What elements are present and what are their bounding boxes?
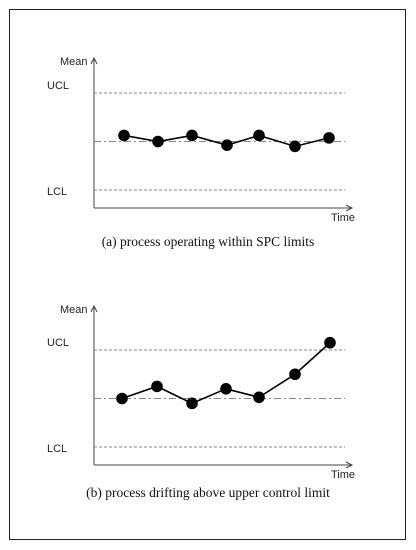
ucl-label: UCL — [47, 337, 69, 349]
figure-frame — [9, 9, 406, 540]
y-axis-label: Mean — [60, 56, 88, 68]
data-point — [324, 336, 336, 349]
x-axis-label: Time — [331, 469, 355, 481]
y-axis-arrowhead — [90, 56, 98, 65]
data-point — [289, 368, 301, 381]
x-axis-arrowhead — [345, 204, 354, 212]
chart-panel-b: Mean UCL LCL Time(b) process drifting above… — [47, 304, 355, 500]
lcl-label: LCL — [47, 186, 67, 198]
chart-panel-a: Mean UCL LCL Time (a) process operating with… — [47, 56, 355, 249]
y-axis-arrowhead — [90, 304, 98, 313]
panel-caption: (a) process operating within SPC limits — [102, 234, 315, 249]
data-point — [323, 132, 335, 144]
data-point — [253, 129, 265, 142]
data-point — [186, 129, 198, 142]
data-point — [151, 380, 163, 393]
ucl-label: UCL — [47, 80, 69, 92]
data-point — [221, 139, 233, 151]
data-point — [253, 391, 265, 404]
x-axis-label: Time — [331, 212, 355, 224]
lcl-label: LCL — [47, 443, 67, 455]
data-point — [118, 129, 130, 142]
data-point — [289, 140, 301, 153]
data-point — [186, 397, 198, 410]
data-point — [220, 383, 232, 395]
data-point — [152, 135, 164, 148]
x-axis-arrowhead — [345, 461, 354, 469]
y-axis-label: Mean — [60, 304, 88, 316]
data-point — [116, 392, 128, 405]
panel-caption: (b) process drifting above upper control… — [86, 485, 330, 500]
